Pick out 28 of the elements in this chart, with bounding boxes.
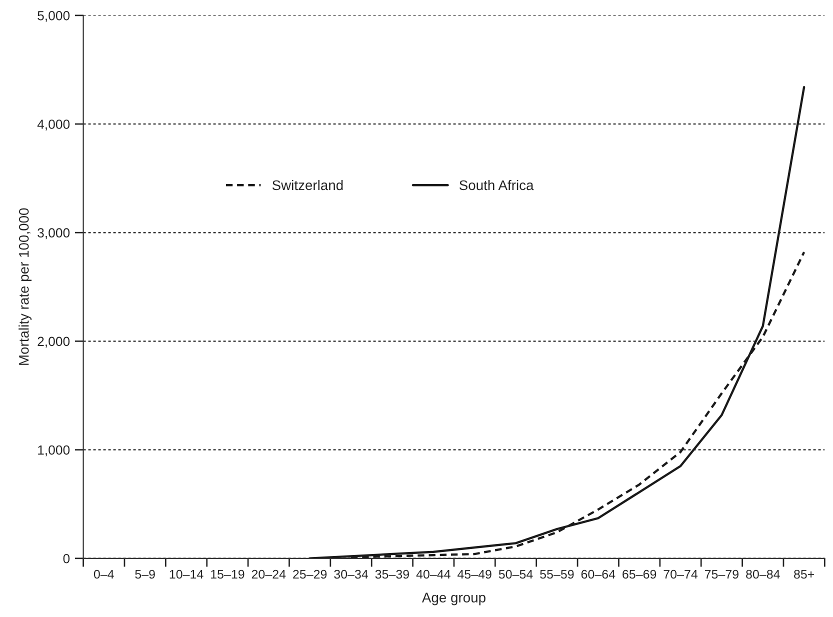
x-tick-label: 45–49 [457, 570, 492, 579]
x-tick-label: 0–4 [94, 570, 114, 579]
y-tick-label: 3,000 [38, 228, 70, 240]
y-tick-label: 5,000 [38, 10, 70, 22]
x-tick-label: 70–74 [664, 570, 698, 579]
x-tick-label: 55–59 [540, 570, 574, 579]
x-tick-label: 5–9 [135, 570, 155, 579]
x-tick-label: 65–69 [622, 570, 656, 579]
x-axis-title: Age group [422, 592, 486, 606]
x-tick-label: 40–44 [416, 570, 450, 579]
x-tick-label: 75–79 [704, 570, 738, 579]
x-tick-label: 20–24 [252, 570, 286, 579]
x-tick-label: 15–19 [211, 570, 244, 579]
x-tick-label: 85+ [794, 570, 814, 579]
y-tick-label: 1,000 [38, 445, 70, 456]
x-tick-label: 80–84 [746, 570, 780, 579]
x-tick-label: 50–54 [498, 570, 533, 579]
y-tick-label: 4,000 [37, 120, 70, 130]
x-tick-label: 35–39 [375, 570, 409, 579]
legend-label: Switzerland [272, 180, 343, 190]
y-axis-title: Mortality rate per 100,000 [18, 208, 32, 365]
legend-label: South Africa [459, 180, 534, 190]
y-tick-label: 0 [63, 554, 70, 564]
x-tick-label: 30–34 [334, 570, 368, 579]
x-tick-label: 60–64 [581, 570, 616, 579]
x-tick-label: 25–29 [293, 570, 327, 579]
y-tick-label: 2,000 [38, 336, 70, 348]
x-tick-label: 10–14 [170, 570, 204, 579]
